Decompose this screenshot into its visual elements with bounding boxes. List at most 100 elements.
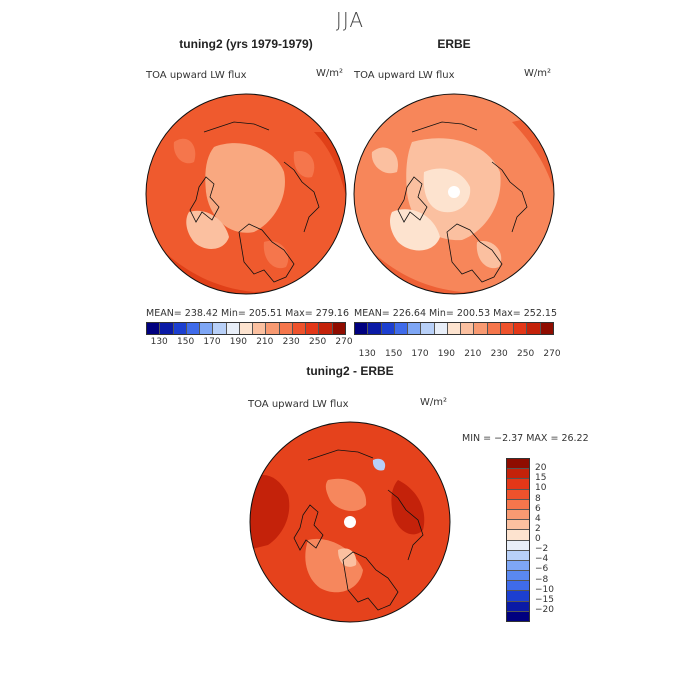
obs-colorbar-tick-label: 270: [543, 349, 561, 359]
obs-colorbar-tick-label: 130: [358, 349, 376, 359]
diff-variable-label: TOA upward LW flux: [248, 399, 349, 410]
model-colorbar-tick-label: 190: [229, 337, 247, 347]
model-colorbar-tick-label: 170: [203, 337, 221, 347]
model-region-blob-2: [293, 151, 315, 178]
diff-colorbar-swatch: [507, 540, 529, 551]
model-colorbar-tick-label: 130: [150, 337, 168, 347]
obs-region-blob-1: [371, 147, 398, 174]
obs-arctic-pale: [423, 168, 471, 213]
model-colorbar-tick-label: 250: [309, 337, 327, 347]
diff-region-negative: [372, 458, 386, 471]
model-colorbar-swatch: [253, 323, 267, 334]
obs-missing-pole: [448, 186, 460, 198]
model-panel-title: tuning2 (yrs 1979-1979): [179, 37, 313, 51]
obs-coastline-3: [491, 161, 528, 233]
model-coastline-2: [238, 223, 295, 283]
model-stats: MEAN= 238.42 Min= 205.51 Max= 279.16: [146, 308, 350, 319]
obs-colorbar-swatch: [394, 323, 409, 334]
obs-polar-map: [353, 93, 555, 295]
diff-colorbar-swatch: [507, 591, 529, 602]
obs-colorbar-swatch: [514, 323, 528, 334]
diff-coastline-1: [293, 504, 324, 551]
diff-colorbar-tick-label: −20: [535, 604, 554, 615]
obs-map-border: [353, 93, 555, 295]
diff-colorbar-swatch: [507, 509, 529, 521]
diff-colorbar-swatch: [507, 489, 529, 500]
model-map-border: [145, 93, 347, 295]
obs-colorbar-tick-label: 210: [464, 349, 482, 359]
model-colorbar-swatch: [147, 323, 161, 334]
diff-colorbar-tick-label: 20: [535, 463, 547, 474]
diff-colorbar-swatch: [507, 571, 529, 582]
diff-colorbar-tick-label: 15: [535, 473, 547, 484]
model-coastline-1: [189, 176, 220, 223]
obs-colorbar-swatch: [368, 323, 382, 334]
obs-colorbar-swatch: [474, 323, 488, 334]
obs-colorbar-tick-label: 190: [437, 349, 455, 359]
diff-colorbar-tick-label: −15: [535, 594, 554, 605]
model-units-label: W/m²: [316, 68, 344, 79]
obs-colorbar: [354, 322, 554, 335]
diff-colorbar-swatch: [507, 469, 529, 480]
model-colorbar-swatch: [279, 323, 293, 334]
diff-coastline-3: [387, 489, 424, 561]
obs-colorbar-swatch: [434, 323, 448, 334]
diff-colorbar-swatch: [507, 479, 529, 490]
model-colorbar-swatch: [213, 323, 227, 334]
model-coastline-4: [203, 121, 270, 133]
model-colorbar: [146, 322, 346, 335]
diff-colorbar-swatch: [507, 601, 529, 612]
model-colorbar-swatch: [186, 323, 201, 334]
obs-colorbar-swatch: [355, 323, 369, 334]
obs-colorbar-tick-label: 150: [385, 349, 403, 359]
obs-coastline-4: [411, 121, 478, 133]
diff-colorbar-swatch: [507, 459, 529, 470]
diff-missing-pole: [344, 516, 356, 528]
model-coastline-3: [283, 161, 320, 233]
model-arctic-region: [205, 143, 285, 233]
obs-colorbar-swatch: [408, 323, 422, 334]
diff-colorbar: [506, 458, 530, 622]
model-colorbar-swatch: [239, 323, 254, 334]
obs-colorbar-swatch: [527, 323, 541, 334]
diff-colorbar-tick-label: −6: [535, 564, 549, 575]
diff-colorbar-tick-label: 4: [535, 513, 541, 524]
diff-colorbar-swatch: [507, 550, 529, 561]
obs-panel-title: ERBE: [437, 37, 471, 51]
obs-colorbar-swatch: [421, 323, 435, 334]
model-colorbar-swatch: [306, 323, 320, 334]
model-variable-label: TOA upward LW flux: [146, 70, 247, 81]
model-colorbar-tick-label: 210: [256, 337, 274, 347]
obs-colorbar-swatch: [461, 323, 475, 334]
diff-coastline-4: [307, 449, 374, 461]
obs-colorbar-tick-label: 250: [517, 349, 535, 359]
diff-colorbar-swatch: [507, 611, 529, 621]
season-title: JJA: [335, 8, 365, 32]
obs-colorbar-swatch: [447, 323, 462, 334]
diff-units-label: W/m²: [420, 397, 448, 408]
diff-colorbar-tick-label: −2: [535, 544, 549, 555]
obs-colorbar-swatch: [540, 323, 553, 334]
model-region-blob-1: [173, 138, 196, 164]
model-colorbar-ticks: 130 150 170 190 210 230 250 270: [146, 337, 353, 349]
obs-units-label: W/m²: [524, 68, 552, 79]
obs-variable-label: TOA upward LW flux: [354, 70, 455, 81]
diff-colorbar-tick-label: −10: [535, 584, 554, 595]
obs-colorbar-tick-label: 170: [411, 349, 429, 359]
diff-colorbar-tick-label: 8: [535, 493, 541, 504]
obs-colorbar-swatch: [487, 323, 501, 334]
diff-coastline-2: [342, 551, 399, 611]
obs-colorbar-swatch: [500, 323, 515, 334]
model-region-blob-3: [263, 241, 289, 269]
diff-stats: MIN = −2.37 MAX = 26.22: [462, 433, 589, 444]
diff-polar-map: [249, 421, 451, 623]
model-colorbar-swatch: [160, 323, 174, 334]
diff-panel-title: tuning2 - ERBE: [306, 364, 394, 378]
model-colorbar-swatch: [266, 323, 280, 334]
model-colorbar-swatch: [173, 323, 187, 334]
model-colorbar-tick-label: 150: [177, 337, 195, 347]
obs-coastline-1: [397, 176, 428, 223]
diff-region-east: [391, 480, 425, 535]
model-colorbar-swatch: [319, 323, 333, 334]
obs-region-blob-2: [476, 241, 502, 269]
